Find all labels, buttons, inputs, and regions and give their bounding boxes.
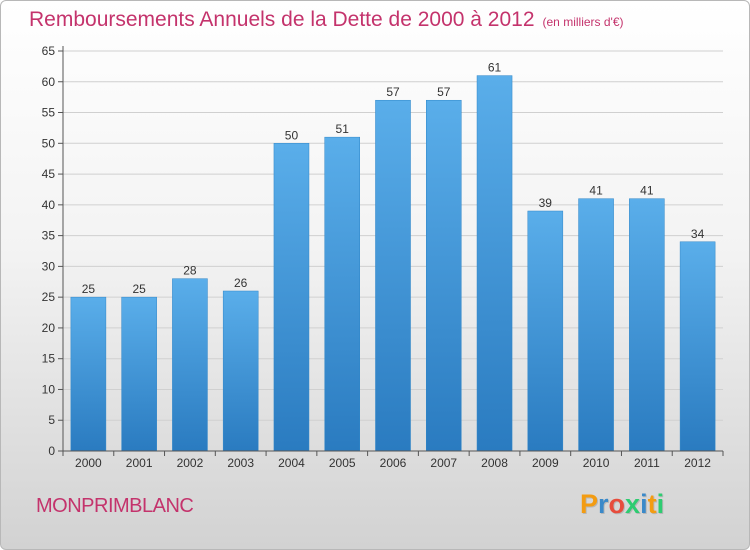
value-label-2003: 26 [234,276,248,290]
x-axis-ticks: 2000 2001 2002 2003 2004 2005 2006 2007 2008 2009… [62,451,724,470]
y-tick-label: 45 [42,167,56,181]
y-tick-label: 30 [42,259,56,273]
proxiti-logo: Proxiti [580,489,664,520]
y-tick-label: 0 [48,444,55,458]
logo-letter: P [580,489,599,519]
bar-2008 [476,75,513,452]
bar-2003 [222,290,259,452]
bar-2000 [70,296,107,452]
y-tick-label: 10 [42,382,56,396]
value-label-2007: 57 [437,85,451,99]
y-tick-label: 55 [42,106,56,120]
x-tick-label-2011: 2011 [634,456,660,470]
logo-letter: o [608,489,626,519]
x-tick-label-2009: 2009 [532,456,559,470]
value-label-2001: 25 [132,282,146,296]
bar-2009 [527,210,564,452]
bars [70,75,716,452]
x-tick-label-2001: 2001 [126,456,153,470]
value-label-2000: 25 [82,282,96,296]
value-label-2002: 28 [183,264,197,278]
bar-2007 [426,99,462,452]
x-tick-label-2010: 2010 [583,456,610,470]
y-tick-label: 5 [48,413,55,427]
x-tick-label-2006: 2006 [380,456,407,470]
value-label-2004: 50 [285,128,299,142]
logo-letter: t [647,489,657,519]
y-tick-label: 40 [42,198,56,212]
bar-2010 [578,198,614,452]
value-label-2008: 61 [488,61,502,75]
x-tick-label-2007: 2007 [430,456,457,470]
chart-unit-note: (en milliers d'€) [542,15,624,29]
x-tick-label-2005: 2005 [329,456,356,470]
logo-letter: x [625,489,641,519]
chart-title-text: Remboursements Annuels de la Dette de 20… [29,8,535,31]
y-tick-label: 15 [42,352,56,366]
bar-2011 [629,198,665,452]
y-tick-label: 65 [42,44,56,58]
value-label-2012: 34 [691,227,705,241]
value-label-2005: 51 [336,122,350,136]
x-tick-label-2002: 2002 [177,456,204,470]
x-tick-label-2000: 2000 [75,456,102,470]
bar-2004 [273,143,310,452]
y-tick-label: 25 [42,290,56,304]
y-tick-label: 35 [42,229,56,243]
logo-letter: i [640,489,648,519]
bar-2002 [172,278,208,452]
logo-letter: r [598,489,609,519]
commune-name: MONPRIMBLANC [36,495,194,517]
x-tick-label-2003: 2003 [227,456,254,470]
chart-title: Remboursements Annuels de la Dette de 20… [29,8,624,32]
value-label-2006: 57 [386,85,400,99]
value-label-2010: 41 [589,184,603,198]
y-axis-ticks: 0 5 10 15 20 25 30 35 40 45 50 55 60 65 [42,44,63,458]
value-label-2009: 39 [539,196,553,210]
x-tick-label-2008: 2008 [481,456,508,470]
bar-2005 [324,136,360,452]
value-label-2011: 41 [640,184,654,198]
y-tick-label: 20 [42,321,56,335]
value-labels: 25 25 28 26 50 51 57 57 61 39 41 41 34 [82,61,705,297]
bar-2012 [679,241,716,452]
logo-letter: i [656,489,665,519]
bar-2001 [121,296,157,452]
x-tick-label-2004: 2004 [278,456,305,470]
x-tick-label-2012: 2012 [684,456,711,470]
y-tick-label: 60 [42,75,56,89]
y-tick-label: 50 [42,136,56,150]
bar-2006 [375,99,411,452]
